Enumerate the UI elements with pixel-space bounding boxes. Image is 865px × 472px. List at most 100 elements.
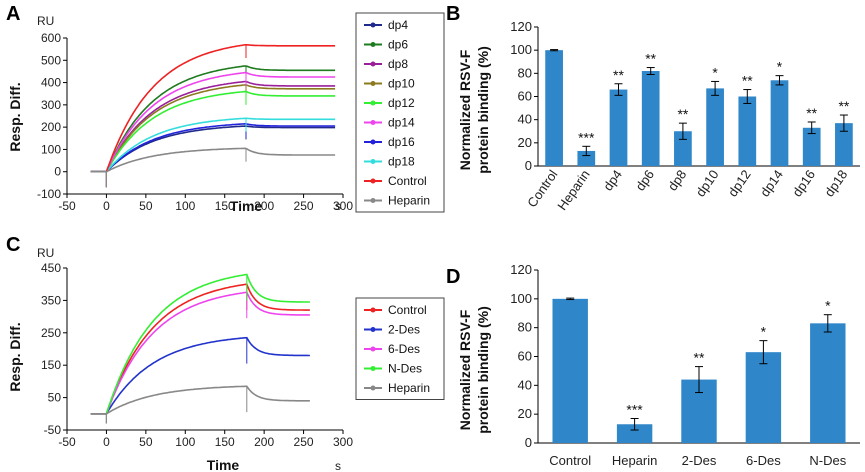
- panel-a-x-tick-label: 250: [294, 199, 314, 213]
- panel-c-legend-label-Heparin: Heparin: [388, 381, 430, 395]
- panel-c-x-tick-label: 250: [294, 435, 314, 449]
- panel-a-legend-label-dp12: dp12: [388, 96, 415, 110]
- panel-a-y-tick-label: 100: [41, 142, 61, 156]
- panel-b-significance-dp18: **: [838, 98, 849, 114]
- panel-c-y-tick-label: 150: [41, 358, 61, 372]
- panel-d-letter: D: [446, 266, 460, 288]
- panel-d-bar-Heparin: [616, 424, 653, 443]
- panel-c-series-line-6-Des: [90, 291, 310, 415]
- panel-a-legend-marker-dp4: [370, 22, 376, 28]
- panel-b-bar-dp6: [641, 71, 660, 166]
- panel-b-bar-dp12: [738, 96, 757, 166]
- panel-a-x-tick-label: 0: [103, 199, 110, 213]
- panel-a-plot-area: -100 0 100 200 300 400 500 600 -50 0 50 100 150 200 25…: [37, 31, 353, 213]
- panel-a-x-tick-label: 150: [215, 199, 235, 213]
- panel-a-series-line-dp6: [90, 65, 336, 173]
- panel-c-legend-marker-N-Des: [370, 366, 376, 371]
- panel-a-y-unit: RU: [37, 14, 54, 28]
- panel-b-y-tick-label: 80: [518, 65, 532, 80]
- panel-b-category-label-dp10: dp10: [693, 167, 722, 199]
- panel-d-y-tick-label: 20: [518, 406, 532, 421]
- panel-a-legend-marker-dp14: [370, 120, 376, 125]
- panel-b-y-tick-label: 20: [518, 135, 532, 150]
- panel-c-y-tick-label: 350: [41, 293, 61, 307]
- panel-b-y-tick-label: 40: [518, 112, 532, 127]
- panel-a-series-line-Heparin: [90, 147, 336, 173]
- panel-c-x-tick-label: 300: [333, 435, 353, 449]
- panel-b-y-title-line1: Normalized RSV-F: [457, 49, 473, 170]
- panel-b-y-tick-label: 100: [510, 42, 532, 57]
- panel-c-legend-label-N-Des: N-Des: [388, 362, 422, 376]
- panel-a-series-line-dp14: [90, 71, 336, 173]
- panel-b-bar-dp4: [609, 89, 628, 166]
- panel-b-y-tick-label: 60: [518, 89, 532, 104]
- panel-b-y-tick-label: 120: [510, 19, 532, 34]
- panel-a-y-tick-label: -100: [37, 187, 61, 201]
- panel-b-significance-dp16: **: [806, 105, 817, 121]
- panel-a-legend-marker-dp8: [370, 61, 376, 67]
- panel-a-series-line-Control: [90, 44, 336, 173]
- panel-a-x-tick-label: 300: [333, 199, 353, 213]
- panel-b-category-label-dp12: dp12: [725, 167, 754, 199]
- panel-d-y-title-line1: Normalized RSV-F: [457, 309, 473, 430]
- panel-c-y-title: Resp. Diff.: [7, 322, 23, 391]
- panel-d-bar-Control: [552, 298, 588, 443]
- panel-a-x-tick-label: 200: [254, 199, 274, 213]
- panel-d: D Normalized RSV-F protein binding (%) 0…: [446, 262, 860, 468]
- panel-a-x-tick-label: 100: [175, 199, 195, 213]
- panel-d-bar-6-Des: [745, 352, 782, 443]
- panel-a-legend-marker-dp18: [370, 159, 376, 164]
- panel-d-plot-area: 020406080100120Control***Heparin**2-Des*…: [510, 262, 860, 468]
- panel-c-series-line-2-Des: [90, 336, 310, 415]
- panel-c-x-tick-label: 50: [139, 435, 153, 449]
- panel-b-category-label-dp16: dp16: [789, 167, 818, 199]
- panel-a-y-tick-label: 500: [41, 53, 61, 67]
- panel-c-series-line-N-Des: [90, 273, 310, 415]
- panel-b-y-title-line2: protein binding (%): [475, 46, 491, 174]
- panel-d-y-tick-label: 40: [518, 377, 532, 392]
- panel-a-legend-label-dp6: dp6: [388, 38, 408, 52]
- panel-b-bar-Heparin: [577, 150, 596, 166]
- panel-b-bar-Control: [545, 50, 563, 166]
- panel-a-series-line-dp10: [90, 84, 336, 173]
- panel-c-legend-marker-6-Des: [370, 346, 376, 352]
- panel-d-category-label-N-Des: N-Des: [809, 453, 846, 468]
- panel-b-significance-dp4: **: [613, 67, 624, 83]
- panel-a-y-tick-label: 300: [41, 98, 61, 112]
- panel-c-x-tick-label: 0: [103, 435, 110, 449]
- panel-a-legend-label-dp4: dp4: [388, 18, 408, 32]
- panel-a-x-tick-label: 50: [139, 199, 153, 213]
- panel-c-legend-marker-Control: [370, 307, 376, 313]
- panel-a-y-tick-label: 600: [41, 31, 61, 45]
- panel-c-y-tick-label: 250: [41, 326, 61, 340]
- panel-c-x-tick-label: -50: [58, 435, 76, 449]
- panel-a-x-title: Time: [230, 198, 263, 214]
- panel-c-x-tick-label: 100: [175, 435, 195, 449]
- panel-b-category-label-dp6: dp6: [632, 167, 657, 193]
- panel-a-y-tick-label: 0: [54, 165, 61, 179]
- panel-a-series-line-dp18: [90, 117, 336, 173]
- panel-d-significance-2-Des: **: [694, 350, 705, 366]
- panel-c-y-unit: RU: [37, 246, 54, 260]
- panel-b-significance-dp12: **: [742, 73, 753, 89]
- panel-b-bar-dp8: [674, 131, 692, 166]
- panel-c-series-line-Heparin: [90, 385, 310, 415]
- panel-a-legend-label-dp14: dp14: [388, 116, 415, 130]
- panel-d-y-tick-label: 120: [510, 262, 532, 277]
- panel-a-legend-label-dp18: dp18: [388, 155, 415, 169]
- panel-b-significance-dp14: *: [777, 59, 783, 75]
- panel-d-y-tick-label: 0: [525, 435, 532, 450]
- panel-d-y-title-line2: protein binding (%): [475, 306, 491, 434]
- panel-a-legend: dp4 dp6 dp8 dp10 dp12 dp14 dp16 dp18 Control Hepa…: [355, 12, 445, 213]
- panel-d-y-tick-label: 60: [518, 349, 532, 364]
- panel-a-series-line-dp12: [90, 90, 336, 173]
- panel-a-series-line-dp4: [90, 125, 336, 173]
- panel-b-bar-dp18: [835, 123, 853, 166]
- panel-a-x-tick-label: -50: [58, 199, 76, 213]
- panel-a-legend-label-dp10: dp10: [388, 77, 415, 91]
- panel-c-x-tick-label: 200: [254, 435, 274, 449]
- panel-b-category-label-dp8: dp8: [665, 167, 690, 193]
- panel-b-plot-area: 020406080100120Control***Heparin**dp4**d…: [510, 19, 860, 213]
- panel-d-significance-Heparin: ***: [626, 401, 643, 417]
- panel-c-y-tick-label: -50: [44, 423, 62, 437]
